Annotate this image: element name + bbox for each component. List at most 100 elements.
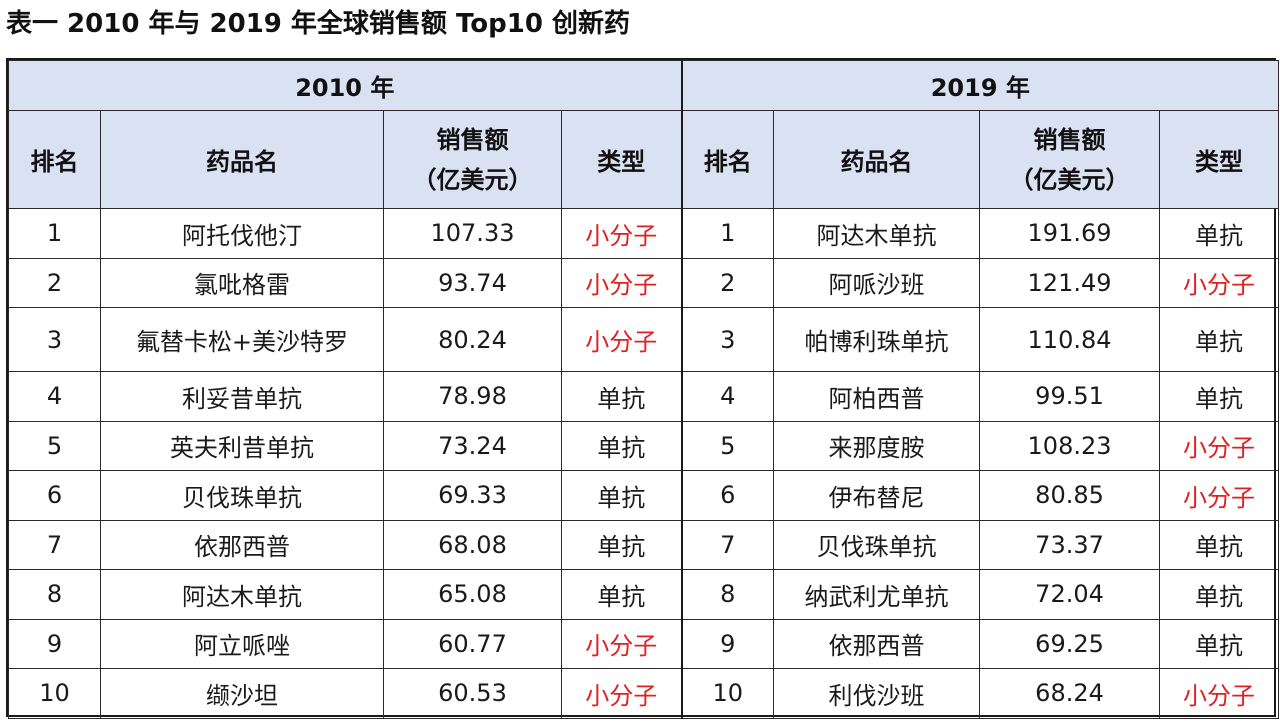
drug-name-cell-2010: 阿托伐他汀	[100, 208, 384, 259]
table-row: 2 氯吡格雷 93.74 小分子 2 阿哌沙班 121.49 小分子	[8, 257, 1280, 308]
type-cell-2010: 单抗	[560, 569, 683, 620]
rank-cell-2019: 3	[681, 307, 775, 372]
sales-cell-2010: 80.24	[383, 307, 562, 372]
type-cell-2010: 单抗	[560, 371, 683, 422]
table-frame: 2010 年 2019 年 排名 药品名 销售额 （亿美元） 类型 排名 药品名…	[6, 58, 1280, 719]
sales-cell-2019: 191.69	[979, 208, 1161, 259]
rank-cell-2010: 7	[8, 519, 101, 570]
sales-cell-2019: 69.25	[979, 618, 1161, 669]
rank-cell-2019: 1	[681, 208, 775, 259]
rank-cell-2010: 3	[8, 307, 101, 372]
drug-name-cell-2010: 利妥昔单抗	[100, 371, 384, 422]
year-header-2010: 2010 年	[7, 60, 683, 111]
sales-header-line2: （亿美元）	[412, 165, 533, 194]
rank-cell-2010: 9	[8, 618, 101, 669]
sales-header-line1: 销售额	[1033, 125, 1106, 154]
rank-cell-2019: 9	[681, 618, 775, 669]
drug-name-cell-2010: 氯吡格雷	[100, 257, 384, 308]
column-header-drug-2010: 药品名	[100, 110, 384, 209]
sales-cell-2019: 80.85	[979, 470, 1161, 521]
rank-cell-2010: 2	[8, 257, 101, 308]
table-body: 1 阿托伐他汀 107.33 小分子 1 阿达木单抗 191.69 单抗 2 氯吡格雷 93.74 小…	[8, 208, 1280, 719]
type-cell-2019: 小分子	[1159, 257, 1280, 308]
rank-cell-2019: 4	[681, 371, 775, 422]
rank-cell-2010: 6	[8, 470, 101, 521]
drug-name-cell-2010: 缬沙坦	[100, 668, 384, 719]
type-cell-2019: 小分子	[1159, 668, 1280, 719]
type-cell-2019: 小分子	[1159, 470, 1280, 521]
sales-cell-2010: 69.33	[383, 470, 562, 521]
type-cell-2010: 单抗	[560, 519, 683, 570]
column-header-rank-2010: 排名	[8, 110, 101, 209]
drug-name-cell-2010: 阿达木单抗	[100, 569, 384, 620]
column-header-sales-2010: 销售额 （亿美元）	[383, 110, 562, 209]
rank-cell-2010: 1	[8, 208, 101, 259]
type-cell-2010: 小分子	[560, 668, 683, 719]
type-cell-2010: 小分子	[560, 208, 683, 259]
sales-cell-2019: 68.24	[979, 668, 1161, 719]
table-row: 1 阿托伐他汀 107.33 小分子 1 阿达木单抗 191.69 单抗	[8, 208, 1280, 259]
sales-cell-2010: 78.98	[383, 371, 562, 422]
table-row: 8 阿达木单抗 65.08 单抗 8 纳武利尤单抗 72.04 单抗	[8, 569, 1280, 620]
sales-cell-2010: 73.24	[383, 420, 562, 471]
rank-cell-2019: 7	[681, 519, 775, 570]
rank-cell-2010: 5	[8, 420, 101, 471]
drug-name-cell-2010: 依那西普	[100, 519, 384, 570]
rank-cell-2019: 5	[681, 420, 775, 471]
table-row: 4 利妥昔单抗 78.98 单抗 4 阿柏西普 99.51 单抗	[8, 371, 1280, 422]
table-row: 6 贝伐珠单抗 69.33 单抗 6 伊布替尼 80.85 小分子	[8, 470, 1280, 521]
sales-header-line1: 销售额	[436, 125, 509, 154]
table-row: 5 英夫利昔单抗 73.24 单抗 5 来那度胺 108.23 小分子	[8, 420, 1280, 471]
sales-cell-2010: 68.08	[383, 519, 562, 570]
drug-name-cell-2010: 贝伐珠单抗	[100, 470, 384, 521]
table-row: 7 依那西普 68.08 单抗 7 贝伐珠单抗 73.37 单抗	[8, 519, 1280, 570]
rank-cell-2019: 10	[681, 668, 775, 719]
type-cell-2019: 单抗	[1159, 519, 1280, 570]
type-cell-2019: 小分子	[1159, 420, 1280, 471]
type-cell-2010: 小分子	[560, 307, 683, 372]
rank-cell-2019: 6	[681, 470, 775, 521]
drug-name-cell-2019: 伊布替尼	[773, 470, 981, 521]
drug-name-cell-2019: 纳武利尤单抗	[773, 569, 981, 620]
column-header-rank-2019: 排名	[681, 110, 775, 209]
year-header-2019: 2019 年	[681, 60, 1280, 111]
type-cell-2019: 单抗	[1159, 618, 1280, 669]
type-cell-2019: 单抗	[1159, 307, 1280, 372]
rank-cell-2019: 8	[681, 569, 775, 620]
drug-sales-table: 2010 年 2019 年 排名 药品名 销售额 （亿美元） 类型 排名 药品名…	[7, 60, 1280, 719]
drug-name-cell-2010: 氟替卡松+美沙特罗	[100, 307, 384, 372]
sales-cell-2010: 60.77	[383, 618, 562, 669]
sales-cell-2019: 99.51	[979, 371, 1161, 422]
drug-name-cell-2019: 利伐沙班	[773, 668, 981, 719]
column-header-sales-2019: 销售额 （亿美元）	[979, 110, 1161, 209]
sales-cell-2019: 108.23	[979, 420, 1161, 471]
sales-cell-2010: 60.53	[383, 668, 562, 719]
sales-cell-2019: 73.37	[979, 519, 1161, 570]
drug-name-cell-2010: 英夫利昔单抗	[100, 420, 384, 471]
drug-name-cell-2010: 阿立哌唑	[100, 618, 384, 669]
type-cell-2019: 单抗	[1159, 371, 1280, 422]
type-cell-2019: 单抗	[1159, 569, 1280, 620]
drug-name-cell-2019: 阿哌沙班	[773, 257, 981, 308]
sales-cell-2010: 65.08	[383, 569, 562, 620]
type-cell-2010: 单抗	[560, 420, 683, 471]
drug-name-cell-2019: 阿达木单抗	[773, 208, 981, 259]
sales-cell-2010: 93.74	[383, 257, 562, 308]
page-title: 表一 2010 年与 2019 年全球销售额 Top10 创新药	[6, 9, 630, 39]
drug-name-cell-2019: 贝伐珠单抗	[773, 519, 981, 570]
sales-header-line2: （亿美元）	[1009, 165, 1130, 194]
column-header-type-2019: 类型	[1159, 110, 1280, 209]
table-row: 3 氟替卡松+美沙特罗 80.24 小分子 3 帕博利珠单抗 110.84 单抗	[8, 307, 1280, 372]
sales-cell-2010: 107.33	[383, 208, 562, 259]
drug-name-cell-2019: 帕博利珠单抗	[773, 307, 981, 372]
drug-name-cell-2019: 来那度胺	[773, 420, 981, 471]
drug-name-cell-2019: 依那西普	[773, 618, 981, 669]
sales-cell-2019: 121.49	[979, 257, 1161, 308]
type-cell-2010: 小分子	[560, 618, 683, 669]
type-cell-2019: 单抗	[1159, 208, 1280, 259]
table-row: 9 阿立哌唑 60.77 小分子 9 依那西普 69.25 单抗	[8, 618, 1280, 669]
rank-cell-2019: 2	[681, 257, 775, 308]
rank-cell-2010: 4	[8, 371, 101, 422]
column-header-type-2010: 类型	[560, 110, 683, 209]
sales-cell-2019: 110.84	[979, 307, 1161, 372]
